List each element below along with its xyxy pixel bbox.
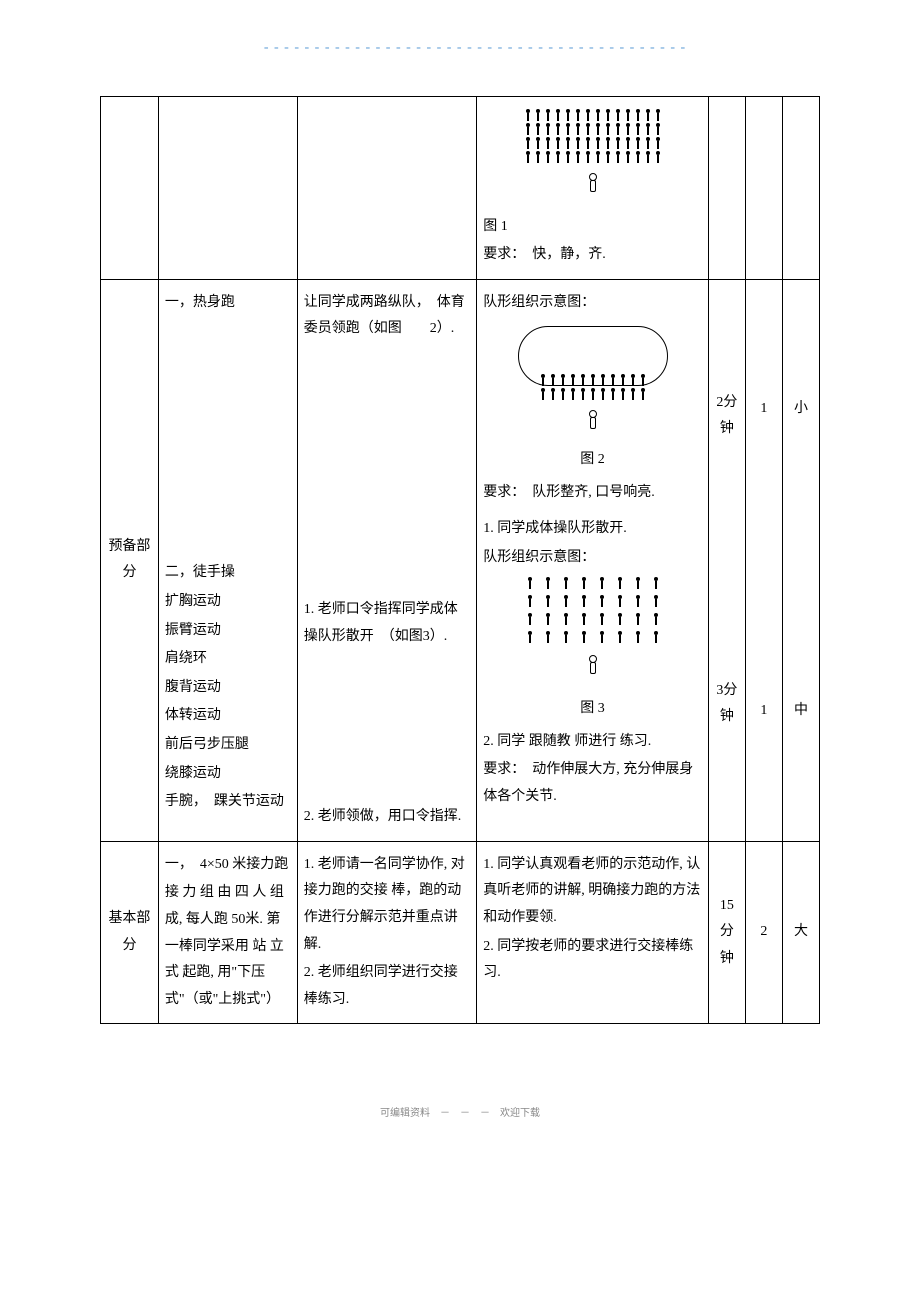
cell-content-basic: 一， 4×50 米接力跑 接 力 组 由 四 人 组成, 每人跑 50米. 第一…	[158, 841, 297, 1024]
cell-count-basic: 2	[745, 841, 782, 1024]
cell-student-prep: 队形组织示意图： 图 2 要求： 队形整齐, 口号响亮. 1. 同学成体操队形散…	[477, 279, 709, 841]
cell-section-empty	[101, 97, 159, 280]
warmup-title: 一，热身跑	[165, 290, 291, 317]
student-basic-1: 1. 同学认真观看老师的示范动作, 认真听老师的讲解, 明确接力跑的方法和动作要…	[483, 852, 702, 932]
teacher-basic-1: 1. 老师请一名同学协作, 对接力跑的交接 棒，跑的动作进行分解示范并重点讲解.	[304, 852, 470, 958]
page-footer: 可编辑资料 － － － 欢迎下载	[100, 1104, 820, 1119]
table-row: 图 1 要求： 快，静，齐.	[101, 97, 820, 280]
cell-teacher-basic: 1. 老师请一名同学协作, 对接力跑的交接 棒，跑的动作进行分解示范并重点讲解.…	[297, 841, 476, 1024]
student-instr-2-2: 2. 同学 跟随教 师进行 练习.	[483, 729, 702, 756]
teacher-instr-2b: 2. 老师领做，用口令指挥.	[304, 804, 470, 831]
exercise-item: 扩胸运动	[165, 589, 291, 616]
formation-title-1: 队形组织示意图：	[483, 290, 702, 317]
exercise-item: 体转运动	[165, 703, 291, 730]
exercise-item: 手腕， 踝关节运动	[165, 789, 291, 816]
teacher-icon	[586, 655, 600, 675]
time-1: 2分钟	[715, 390, 739, 443]
table-row: 基本部分 一， 4×50 米接力跑 接 力 组 由 四 人 组成, 每人跑 50…	[101, 841, 820, 1024]
cell-content-empty	[158, 97, 297, 280]
cell-intensity-prep: 小 中	[782, 279, 819, 841]
time-2: 3分钟	[715, 678, 739, 731]
cell-teacher-prep: 让同学成两路纵队， 体育委员领跑（如图 2）. 1. 老师口令指挥同学成体操队形…	[297, 279, 476, 841]
teacher-instr-1: 让同学成两路纵队， 体育委员领跑（如图 2）.	[304, 290, 470, 343]
requirement-1: 要求： 队形整齐, 口号响亮.	[483, 480, 702, 507]
intensity-1: 小	[789, 396, 813, 423]
cell-time-basic: 15分钟	[708, 841, 745, 1024]
cell-section-basic: 基本部分	[101, 841, 159, 1024]
cell-content-prep: 一，热身跑 二，徒手操 扩胸运动 振臂运动 肩绕环 腹背运动 体转运动 前后弓步…	[158, 279, 297, 841]
top-dashes: - - - - - - - - - - - - - - - - - - - - …	[100, 40, 820, 56]
cell-intensity-empty	[782, 97, 819, 280]
exercise-item: 前后弓步压腿	[165, 732, 291, 759]
teacher-icon	[586, 173, 600, 193]
teacher-basic-2: 2. 老师组织同学进行交接棒练习.	[304, 960, 470, 1013]
cell-count-empty	[745, 97, 782, 280]
teacher-icon	[586, 410, 600, 430]
exercise-title: 二，徒手操	[165, 560, 291, 587]
formation-title-2: 队形组织示意图：	[483, 545, 702, 572]
formation-diagram-3	[483, 575, 702, 686]
relay-title: 一， 4×50 米接力跑	[165, 852, 291, 879]
exercise-item: 绕膝运动	[165, 761, 291, 788]
fig3-label: 图 3	[483, 696, 702, 723]
cell-time-prep: 2分钟 3分钟	[708, 279, 745, 841]
exercise-item: 振臂运动	[165, 618, 291, 645]
formation-diagram-1	[483, 109, 702, 204]
intensity-2: 中	[789, 698, 813, 725]
cell-count-prep: 1 1	[745, 279, 782, 841]
teacher-instr-2a: 1. 老师口令指挥同学成体操队形散开 （如图3）.	[304, 597, 470, 650]
student-basic-2: 2. 同学按老师的要求进行交接棒练习.	[483, 934, 702, 987]
cell-student-fig1: 图 1 要求： 快，静，齐.	[477, 97, 709, 280]
fig1-requirement: 要求： 快，静，齐.	[483, 242, 702, 269]
student-instr-2-1: 1. 同学成体操队形散开.	[483, 516, 702, 543]
lesson-plan-table: 图 1 要求： 快，静，齐. 预备部分 一，热身跑 二，徒手操 扩胸运动 振臂运…	[100, 96, 820, 1024]
fig1-label: 图 1	[483, 214, 702, 241]
count-2: 1	[752, 698, 776, 725]
cell-section-prep: 预备部分	[101, 279, 159, 841]
exercise-item: 腹背运动	[165, 675, 291, 702]
requirement-2: 要求： 动作伸展大方, 充分伸展身体各个关节.	[483, 757, 702, 810]
track-people	[483, 374, 702, 441]
count-1: 1	[752, 396, 776, 423]
cell-teacher-empty	[297, 97, 476, 280]
cell-time-empty	[708, 97, 745, 280]
relay-body: 接 力 组 由 四 人 组成, 每人跑 50米. 第一棒同学采用 站 立 式 起…	[165, 880, 291, 1013]
table-row: 预备部分 一，热身跑 二，徒手操 扩胸运动 振臂运动 肩绕环 腹背运动 体转运动…	[101, 279, 820, 841]
exercise-item: 肩绕环	[165, 646, 291, 673]
cell-intensity-basic: 大	[782, 841, 819, 1024]
cell-student-basic: 1. 同学认真观看老师的示范动作, 认真听老师的讲解, 明确接力跑的方法和动作要…	[477, 841, 709, 1024]
fig2-label: 图 2	[483, 447, 702, 474]
